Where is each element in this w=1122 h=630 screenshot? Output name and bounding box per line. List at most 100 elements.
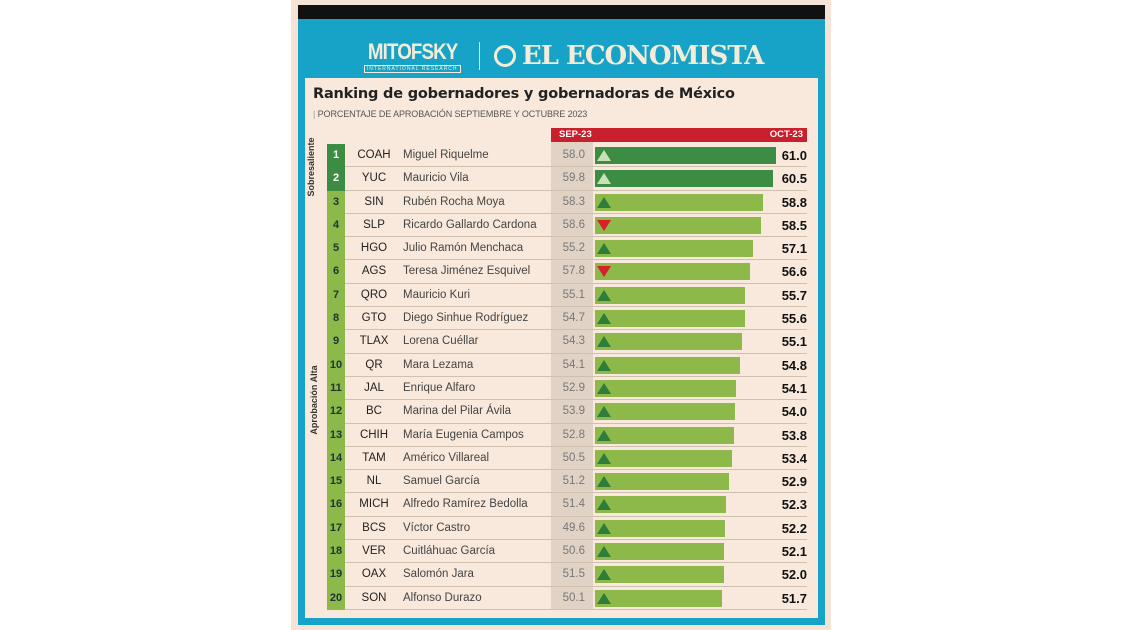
rank-cell: 14 [327,446,345,471]
sep-value: 57.8 [562,265,585,278]
oct-bar [595,147,776,164]
state-cell: VER [362,545,386,558]
governor-name: Víctor Castro [403,521,471,534]
state-cell: QRO [360,288,388,301]
arrow-up-icon [597,289,611,301]
oct-value: 54.1 [781,380,807,396]
header-sep: SEP-23 [559,129,592,140]
oct-bar [595,356,740,374]
oct-value: 52.3 [781,497,807,513]
table-row: 14 TAM Américo Villareal 50.5 53.4 [327,446,807,471]
governor-name: Mara Lezama [403,358,474,371]
table-row: 5 HGO Julio Ramón Menchaca 55.2 57.1 [327,237,807,261]
rank-cell: 10 [327,353,345,377]
rank-cell: 1 [327,144,345,168]
oct-bar [595,473,729,491]
infographic: MITOFSKY INTERNATIONAL RESEARCH EL ECONO… [291,0,831,630]
state-cell: QR [365,358,383,371]
state-cell: TLAX [359,335,389,348]
governor-name: Lorena Cuéllar [403,335,479,348]
arrow-up-icon [597,336,611,348]
rank-cell: 5 [327,237,345,261]
table-row: 15 NL Samuel García 51.2 52.9 [327,470,807,494]
rank-cell: 2 [327,167,345,191]
rank-cell: 8 [327,307,345,331]
oct-bar [595,216,762,234]
oct-bar [595,310,745,328]
rank-cell: 11 [327,376,345,401]
arrow-up-icon [597,243,611,255]
rank-cell: 17 [327,516,345,541]
column-header: SEP-23 OCT-23 [551,128,807,142]
rank-cell: 3 [327,190,345,214]
oct-value: 53.4 [781,450,807,466]
table-row: 11 JAL Enrique Alfaro 52.9 54.1 [327,376,807,401]
sep-value: 52.9 [562,381,585,394]
table-row: 20 SON Alfonso Durazo 50.1 51.7 [327,586,807,610]
sep-value: 54.1 [562,358,585,371]
arrow-down-icon [597,266,611,278]
state-cell: SLP [363,218,385,231]
state-cell: NL [366,475,382,488]
arrow-up-icon [597,476,611,488]
state-cell: BCS [362,521,386,534]
sep-value: 55.2 [562,242,585,255]
sep-value: 51.5 [562,568,585,581]
governor-name: Américo Villareal [403,451,490,464]
table-row: 10 QR Mara Lezama 54.1 54.8 [327,353,807,377]
oct-value: 55.1 [781,334,807,350]
top-bar [298,5,825,19]
governor-name: Teresa Jiménez Esquivel [403,265,531,278]
group-label-aprobacion-alta: Aprobación Alta [309,365,319,435]
logos: MITOFSKY INTERNATIONAL RESEARCH EL ECONO… [298,33,825,79]
arrow-up-icon [597,173,611,185]
table-row: 9 TLAX Lorena Cuéllar 54.3 55.1 [327,330,807,354]
oct-value: 52.1 [781,544,807,560]
rank-cell: 18 [327,540,345,564]
governor-name: Samuel García [403,475,480,488]
arrow-up-icon [597,382,611,394]
group-label-sobresaliente: Sobresaliente [306,137,316,197]
table-row: 6 AGS Teresa Jiménez Esquivel 57.8 56.6 [327,260,807,284]
rank-cell: 9 [327,330,345,354]
governor-name: Cuitláhuac García [403,545,496,558]
sep-value: 58.6 [562,218,585,231]
arrow-down-icon [597,219,611,231]
table-row: 16 MICH Alfredo Ramírez Bedolla 51.4 52.3 [327,493,807,517]
oct-bar [595,449,732,467]
arrow-up-icon [597,313,611,325]
table-row: 12 BC Marina del Pilar Ávila 53.9 54.0 [327,400,807,424]
state-cell: COAH [357,149,391,161]
state-cell: SON [361,591,387,604]
governor-name: Miguel Riquelme [403,149,489,161]
oct-bar [595,589,723,607]
oct-value: 54.0 [781,404,807,420]
rank-cell: 13 [327,423,345,447]
arrow-up-icon [597,359,611,371]
governor-name: Alfredo Ramírez Bedolla [403,498,528,511]
logo-divider [478,42,480,70]
governor-name: Rubén Rocha Moya [403,195,505,208]
oct-value: 55.7 [781,287,807,303]
ranking-rows: 1 COAH Miguel Riquelme 58.0 61.0 2 YUC Mauricio… [327,144,807,610]
state-cell: JAL [364,381,384,394]
arrow-up-icon [597,452,611,464]
sep-value: 50.6 [562,545,585,558]
state-cell: OAX [361,568,387,581]
arrow-up-icon [597,569,611,581]
arrow-up-icon [597,150,611,161]
oct-value: 61.0 [781,148,807,163]
sep-value: 54.7 [562,312,585,325]
governor-name: Ricardo Gallardo Cardona [403,218,537,231]
mitofsky-tagline: INTERNATIONAL RESEARCH [363,65,461,73]
oct-value: 51.7 [781,590,807,606]
oct-value: 52.2 [781,520,807,536]
table-row: 2 YUC Mauricio Vila 59.8 60.5 [327,167,807,191]
table-row: 19 OAX Salomón Jara 51.5 52.0 [327,563,807,587]
sep-value: 59.8 [562,172,585,185]
sep-value: 51.2 [562,475,585,488]
table-row: 1 COAH Miguel Riquelme 58.0 61.0 [327,144,807,168]
table-row: 7 QRO Mauricio Kuri 55.1 55.7 [327,283,807,308]
oct-value: 52.9 [781,474,807,490]
sep-value: 52.8 [562,428,585,441]
